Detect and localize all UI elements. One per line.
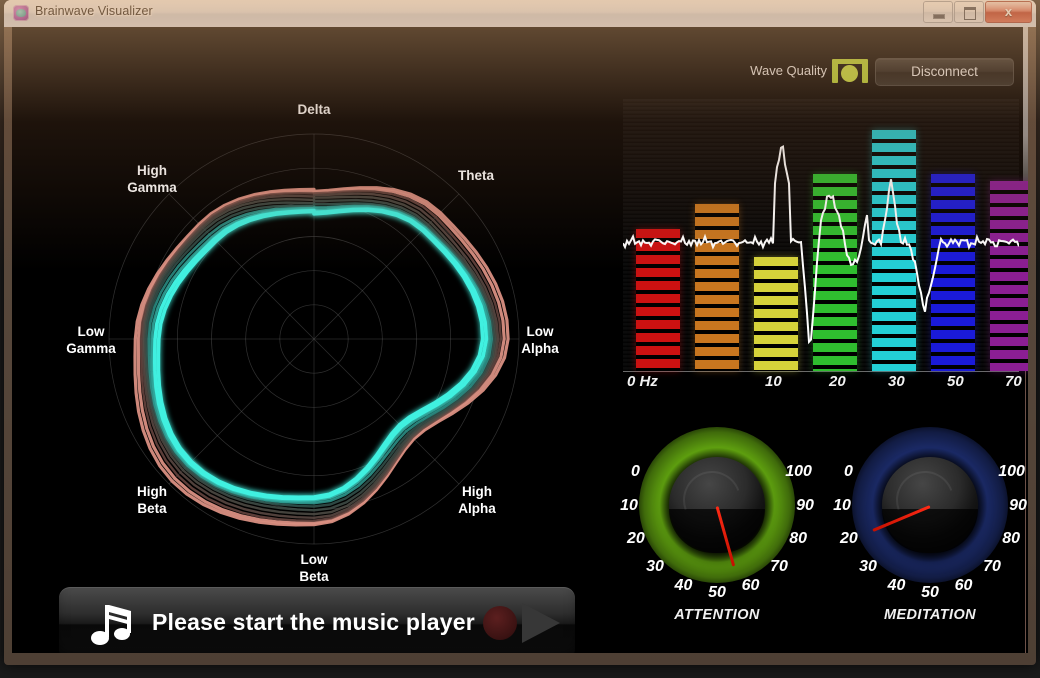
gauge-glow [639, 427, 795, 583]
radar-label-delta: Delta [297, 102, 331, 117]
right-edge-line [1025, 182, 1026, 653]
freq-tick: 10 [765, 373, 782, 390]
radar-label-theta: Theta [457, 168, 494, 183]
radar-trail [133, 186, 510, 527]
minimize-icon [933, 14, 945, 19]
gauge-tick-30: 30 [859, 558, 877, 576]
music-player-bar[interactable]: Please start the music player [59, 587, 575, 653]
gauge-tick-0: 0 [630, 463, 640, 481]
gauge-title: MEDITATION [883, 607, 977, 623]
radar-label-high-gamma: High Gamma [127, 163, 177, 195]
maximize-button[interactable] [954, 1, 984, 23]
music-note-icon [91, 605, 131, 645]
gauge-tick-100: 100 [998, 463, 1025, 481]
gauge-tick-20: 20 [626, 530, 645, 548]
window-controls: x [923, 1, 1032, 23]
spectrum-bar-chart [623, 99, 1028, 372]
gauge-needle [715, 506, 736, 567]
headset-icon [832, 59, 868, 83]
gauge-title: ATTENTION [674, 607, 760, 623]
gauge-tick-70: 70 [983, 558, 1001, 576]
gauge-tick-90: 90 [1009, 496, 1027, 514]
gauge-tick-100: 100 [785, 463, 812, 481]
meditation-gauge: 0 10 20 30 40 50 60 70 80 90 100 MEDITATION [830, 419, 1028, 634]
spectrum-bar [931, 174, 975, 371]
music-player-message: Please start the music player [152, 609, 475, 635]
freq-tick: 70 [1005, 373, 1022, 390]
wave-quality-label: Wave Quality [750, 63, 827, 78]
title-bar[interactable]: Brainwave Visualizer x [4, 0, 1036, 27]
spectrum-bar [695, 204, 739, 371]
gauge-needle [872, 505, 931, 532]
maximize-icon [964, 7, 976, 20]
window-frame [4, 0, 1036, 665]
gauge-tick-50: 50 [921, 584, 939, 601]
gauge-tick-10: 10 [833, 496, 851, 514]
spectrum-bar [872, 130, 916, 371]
gauge-glow [852, 427, 1008, 583]
gauge-tick-40: 40 [674, 577, 693, 595]
disconnect-button[interactable]: Disconnect [875, 58, 1014, 86]
gauge-tick-80: 80 [789, 530, 807, 548]
spectrum-bar [754, 257, 798, 371]
spectrum-bar [636, 229, 680, 371]
gauge-tick-90: 90 [796, 496, 814, 514]
spectrum-bar [990, 181, 1028, 371]
gauge-tick-40: 40 [887, 577, 906, 595]
close-icon: x [1004, 4, 1013, 19]
gauge-tick-60: 60 [741, 577, 760, 595]
freq-tick: 0 Hz [627, 373, 658, 390]
gauge-tick-60: 60 [954, 577, 973, 595]
radar-label-low-alpha: Low Alpha [521, 324, 559, 356]
gauge-hub [882, 457, 978, 553]
radar-svg [108, 133, 520, 545]
client-area: Wave Quality Disconnect Delta Theta Low Alp… [12, 27, 1028, 653]
gauge-tick-10: 10 [620, 496, 638, 514]
freq-tick: 20 [829, 373, 846, 390]
gauge-tick-80: 80 [1002, 530, 1020, 548]
radar-label-low-beta: Low Beta [299, 552, 329, 584]
frequency-axis: 0 Hz 10 20 30 50 70 [623, 373, 1022, 397]
gauge-tick-30: 30 [646, 558, 664, 576]
scrollbar-remnant[interactable] [1023, 27, 1028, 182]
radar-label-high-alpha: High Alpha [458, 484, 496, 516]
gauge-tick-50: 50 [708, 584, 726, 601]
gauge-tick-20: 20 [839, 530, 858, 548]
window-title: Brainwave Visualizer [35, 4, 153, 18]
application-window: Brainwave Visualizer x Wave Quality Disc… [4, 0, 1036, 665]
gauge-tick-70: 70 [770, 558, 788, 576]
play-icon[interactable] [522, 603, 560, 643]
gauge-tick-0: 0 [843, 463, 853, 481]
gauge-hub [669, 457, 765, 553]
radar-label-low-gamma: Low Gamma [66, 324, 116, 356]
titlebar-glass [4, 0, 1036, 27]
minimize-button[interactable] [923, 1, 953, 23]
radar-label-high-beta: High Beta [137, 484, 167, 516]
radar-grid [108, 133, 520, 545]
record-icon[interactable] [483, 606, 517, 640]
freq-tick: 30 [888, 373, 905, 390]
brain-app-icon [13, 5, 29, 21]
attention-gauge: 0 10 20 30 40 50 60 70 80 90 100 ATTENTION [617, 419, 817, 634]
close-button[interactable]: x [985, 1, 1032, 23]
spectrum-bar [813, 174, 857, 371]
brainwave-radar-chart: Delta Theta Low Alpha High Alpha Low Beta High Be… [12, 54, 612, 584]
freq-tick: 50 [947, 373, 964, 390]
eeg-waveform-overlay [623, 144, 1019, 345]
